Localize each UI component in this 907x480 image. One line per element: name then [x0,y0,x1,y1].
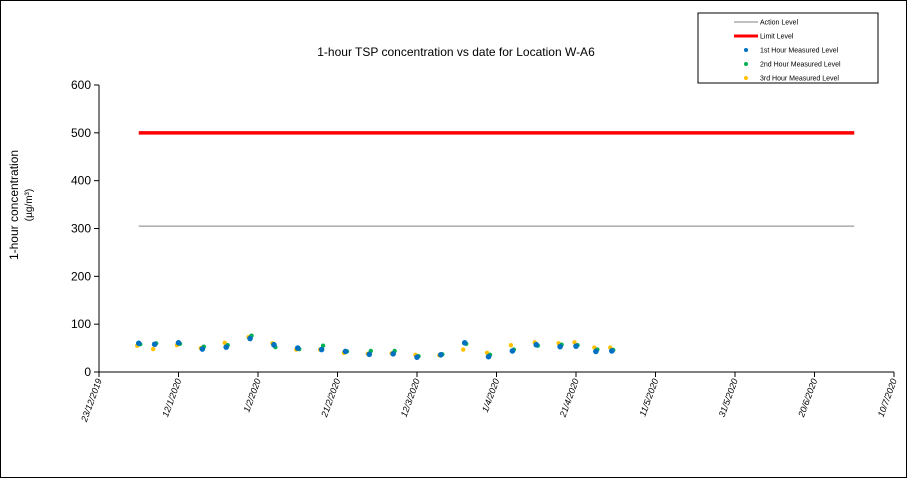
y-tick-label: 0 [84,365,91,379]
legend: Action Level Limit Level 1st Hour Measured… [697,12,879,84]
x-tick-label: 31/5/2020 [717,377,740,418]
x-tick-label: 20/6/2020 [796,377,819,419]
point-3-14 [461,347,466,352]
x-tick-label: 12/1/2020 [160,377,183,418]
point-1-7 [294,345,301,351]
point-1-1 [151,341,158,348]
point-1-4 [223,344,229,350]
y-tick-label: 300 [71,222,91,236]
legend-box [697,12,879,84]
legend-3rd-hour-swatch [744,76,748,80]
y-axis-unit: (µg/m³) [24,189,35,221]
legend-action-level-label: Action Level [760,20,799,27]
legend-3rd-hour-label: 3rd Hour Measured Level [760,76,839,83]
y-axis-label: 1-hour concentration (µg/m³) [7,150,35,260]
point-1-9 [342,348,349,355]
point-1-2 [175,340,182,346]
legend-limit-level-label: Limit Level [760,34,794,41]
chart-title: 1-hour TSP concentration vs date for Loc… [317,45,595,59]
x-tick-label: 12/3/2020 [399,377,422,418]
legend-2nd-hour-swatch [744,62,748,66]
y-tick-label: 500 [71,126,91,140]
x-tick-label: 21/4/2020 [557,377,580,419]
point-1-0 [135,340,142,347]
legend-1st-hour-swatch [744,48,748,52]
y-tick-label: 200 [71,269,91,283]
point-1-14 [461,340,468,346]
x-tick-label: 10/7/2020 [876,377,899,418]
point-1-5 [247,335,253,342]
point-1-13 [438,351,444,358]
point-3-4 [222,340,227,346]
point-1-3 [199,346,206,352]
point-1-15 [485,353,492,360]
point-1-16 [509,348,516,354]
point-1-8 [318,346,325,353]
y-tick-label: 400 [71,174,91,188]
point-1-6 [271,341,277,348]
x-tick-label: 21/2/2020 [319,377,342,419]
y-axis-title: 1-hour concentration [7,150,21,260]
point-1-18 [557,343,563,350]
point-1-20 [593,348,599,355]
point-1-17 [533,341,540,348]
point-1-19 [573,343,579,349]
legend-2nd-hour-label: 2nd Hour Measured Level [760,62,841,69]
data-points [135,333,616,360]
y-tick-label: 100 [71,317,91,331]
y-tick-label: 600 [71,78,91,92]
reference-lines [138,131,855,227]
point-1-12 [414,354,420,360]
axes: 0 100 200 300 400 500 600 23/12/2019 12/1/2020 1/… [71,78,899,424]
point-3-16 [508,343,514,348]
x-tick-label: 23/12/2019 [79,377,104,424]
point-1-10 [366,351,373,358]
x-tick-label: 11/5/2020 [638,377,661,417]
x-tick-label: 1/4/2020 [480,377,501,413]
x-tick-label: 1/2/2020 [241,377,262,413]
legend-1st-hour-label: 1st Hour Measured Level [760,48,839,55]
point-3-1 [150,346,156,352]
point-1-11 [390,351,396,357]
point-1-21 [608,348,615,354]
